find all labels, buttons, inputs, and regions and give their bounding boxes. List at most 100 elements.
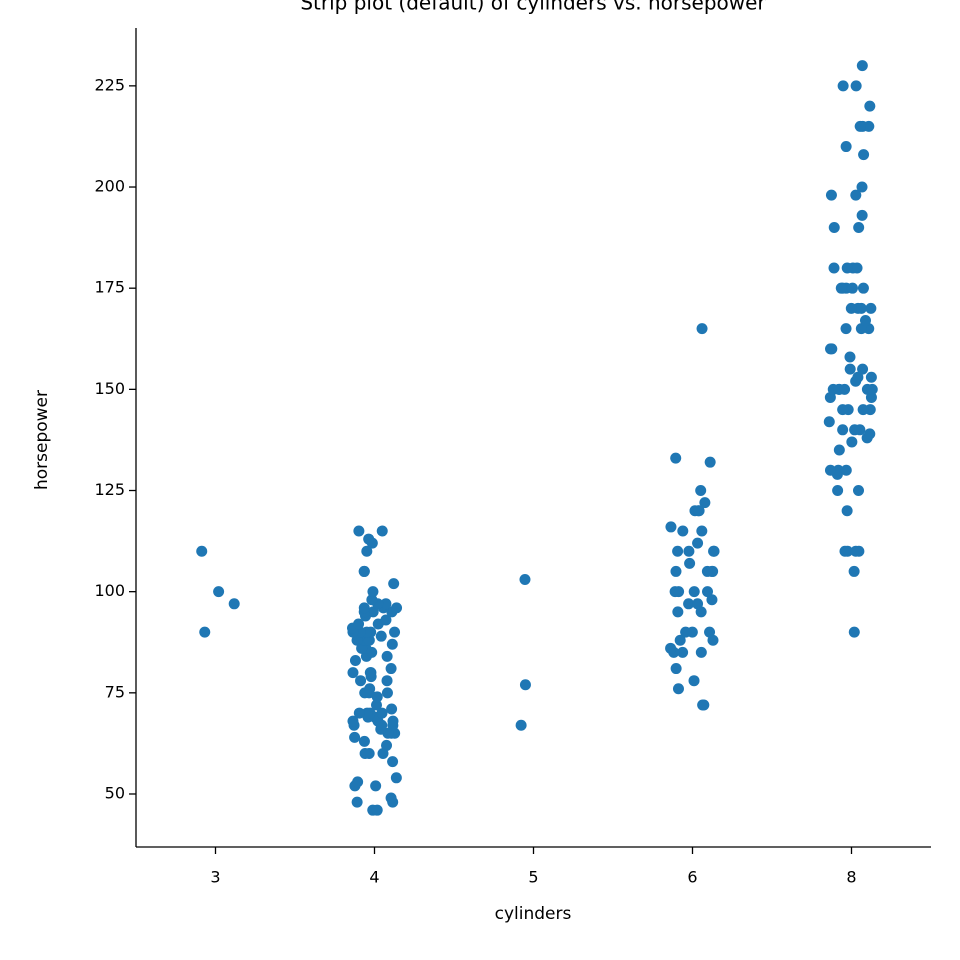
point bbox=[840, 141, 852, 153]
point bbox=[385, 663, 397, 675]
point bbox=[672, 606, 684, 618]
point bbox=[364, 667, 376, 679]
point bbox=[704, 626, 716, 638]
point bbox=[349, 654, 361, 666]
point bbox=[677, 646, 689, 658]
point bbox=[370, 780, 382, 792]
point bbox=[833, 444, 845, 456]
point bbox=[358, 565, 370, 577]
point bbox=[844, 351, 856, 363]
point bbox=[213, 586, 225, 598]
point bbox=[515, 719, 527, 731]
point bbox=[381, 650, 393, 662]
point bbox=[684, 557, 696, 569]
y-tick-label: 175 bbox=[94, 278, 125, 297]
point bbox=[387, 756, 399, 768]
point bbox=[837, 404, 849, 416]
point bbox=[670, 663, 682, 675]
point bbox=[389, 626, 401, 638]
point bbox=[839, 545, 851, 557]
point bbox=[381, 739, 393, 751]
point bbox=[828, 221, 840, 233]
point bbox=[864, 100, 876, 112]
point bbox=[386, 703, 398, 715]
point bbox=[683, 598, 695, 610]
point bbox=[696, 323, 708, 335]
point bbox=[854, 120, 866, 132]
point bbox=[347, 667, 359, 679]
point bbox=[850, 545, 862, 557]
point bbox=[361, 545, 373, 557]
point bbox=[361, 707, 373, 719]
point bbox=[199, 626, 211, 638]
point bbox=[386, 638, 398, 650]
point bbox=[688, 675, 700, 687]
point bbox=[825, 189, 837, 201]
point bbox=[674, 634, 686, 646]
point bbox=[841, 262, 853, 274]
point bbox=[692, 537, 704, 549]
point bbox=[852, 371, 864, 383]
point bbox=[824, 464, 836, 476]
point bbox=[670, 565, 682, 577]
point bbox=[351, 796, 363, 808]
point bbox=[665, 642, 677, 654]
point bbox=[857, 404, 869, 416]
point bbox=[347, 715, 359, 727]
point bbox=[864, 428, 876, 440]
point bbox=[832, 464, 844, 476]
point bbox=[371, 699, 383, 711]
point bbox=[863, 120, 875, 132]
x-axis-label: cylinders bbox=[495, 904, 572, 924]
point bbox=[380, 614, 392, 626]
point bbox=[387, 715, 399, 727]
point bbox=[381, 675, 393, 687]
point bbox=[826, 343, 838, 355]
point bbox=[851, 262, 863, 274]
point bbox=[353, 618, 365, 630]
x-tick-label: 4 bbox=[369, 868, 379, 887]
point bbox=[840, 464, 852, 476]
point bbox=[367, 586, 379, 598]
point bbox=[672, 545, 684, 557]
point bbox=[366, 594, 378, 606]
point bbox=[380, 598, 392, 610]
point bbox=[696, 525, 708, 537]
point bbox=[865, 302, 877, 314]
point bbox=[856, 181, 868, 193]
point bbox=[665, 521, 677, 533]
point bbox=[358, 602, 370, 614]
point bbox=[381, 687, 393, 699]
point bbox=[848, 626, 860, 638]
point bbox=[855, 302, 867, 314]
point bbox=[364, 683, 376, 695]
point bbox=[823, 416, 835, 428]
point bbox=[835, 282, 847, 294]
point bbox=[701, 565, 713, 577]
x-tick-label: 5 bbox=[528, 868, 538, 887]
point bbox=[677, 525, 689, 537]
y-tick-label: 50 bbox=[105, 783, 125, 802]
x-tick-label: 3 bbox=[210, 868, 220, 887]
point bbox=[349, 731, 361, 743]
y-tick-label: 125 bbox=[94, 480, 125, 499]
point bbox=[708, 545, 720, 557]
y-axis-label: horsepower bbox=[32, 390, 52, 490]
y-tick-label: 75 bbox=[105, 682, 125, 701]
point bbox=[519, 574, 531, 586]
point bbox=[844, 363, 856, 375]
point bbox=[858, 149, 870, 161]
y-tick-label: 150 bbox=[94, 379, 125, 398]
point bbox=[669, 586, 681, 598]
point bbox=[839, 383, 851, 395]
point bbox=[857, 363, 869, 375]
point bbox=[866, 383, 878, 395]
point bbox=[704, 456, 716, 468]
point bbox=[371, 804, 383, 816]
point bbox=[388, 578, 400, 590]
point bbox=[363, 533, 375, 545]
point bbox=[683, 545, 695, 557]
point bbox=[688, 586, 700, 598]
point bbox=[865, 371, 877, 383]
